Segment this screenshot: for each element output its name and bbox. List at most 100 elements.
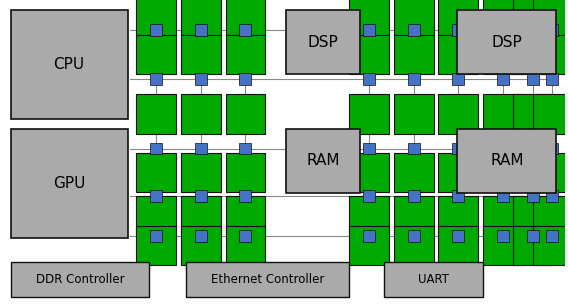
Bar	[527, 143, 538, 154]
Bar	[483, 226, 523, 266]
Bar	[181, 226, 220, 266]
Text: DSP: DSP	[491, 35, 522, 50]
Bar	[483, 35, 523, 74]
Bar	[394, 0, 433, 35]
Bar	[240, 230, 251, 242]
Bar	[240, 24, 251, 36]
Bar	[181, 153, 220, 192]
Bar	[384, 262, 483, 297]
Bar	[11, 129, 128, 238]
Bar	[546, 230, 558, 242]
Bar	[513, 196, 552, 236]
Bar	[394, 196, 433, 236]
Bar	[394, 153, 433, 192]
Bar	[151, 230, 162, 242]
Bar	[195, 230, 207, 242]
Bar	[195, 73, 207, 85]
Bar	[513, 35, 552, 74]
Bar	[408, 230, 420, 242]
Bar	[394, 226, 433, 266]
Bar	[151, 190, 162, 202]
Bar	[483, 153, 523, 192]
Bar	[225, 0, 265, 35]
Bar	[438, 0, 478, 35]
Bar	[349, 226, 389, 266]
Text: DDR Controller: DDR Controller	[36, 273, 124, 286]
Bar	[181, 94, 220, 134]
Bar	[181, 0, 220, 35]
Bar	[527, 73, 538, 85]
Bar	[181, 196, 220, 236]
Bar	[240, 73, 251, 85]
Bar	[240, 190, 251, 202]
Bar	[438, 94, 478, 134]
Bar	[151, 143, 162, 154]
Bar	[136, 94, 176, 134]
Bar	[363, 24, 375, 36]
Bar	[546, 143, 558, 154]
Bar	[438, 153, 478, 192]
Bar	[497, 230, 509, 242]
Bar	[11, 262, 149, 297]
Bar	[408, 73, 420, 85]
Bar	[363, 143, 375, 154]
Bar	[186, 262, 349, 297]
Bar	[497, 190, 509, 202]
Bar	[497, 143, 509, 154]
Bar	[286, 129, 360, 193]
Bar	[438, 196, 478, 236]
Bar	[533, 35, 568, 74]
Bar	[225, 196, 265, 236]
Bar	[286, 10, 360, 74]
Bar	[533, 153, 568, 192]
Bar	[513, 226, 552, 266]
Bar	[349, 153, 389, 192]
Bar	[195, 24, 207, 36]
Bar	[457, 129, 556, 193]
Bar	[533, 0, 568, 35]
Bar	[240, 143, 251, 154]
Bar	[363, 190, 375, 202]
Bar	[527, 190, 538, 202]
Bar	[136, 0, 176, 35]
Bar	[363, 73, 375, 85]
Bar	[225, 35, 265, 74]
Bar	[452, 24, 464, 36]
Bar	[11, 10, 128, 119]
Bar	[533, 196, 568, 236]
Bar	[533, 94, 568, 134]
Bar	[394, 94, 433, 134]
Bar	[438, 226, 478, 266]
Text: RAM: RAM	[306, 154, 340, 169]
Bar	[483, 0, 523, 35]
Bar	[497, 24, 509, 36]
Bar	[136, 196, 176, 236]
Bar	[349, 0, 389, 35]
Bar	[136, 153, 176, 192]
Bar	[513, 0, 552, 35]
Bar	[394, 35, 433, 74]
Bar	[452, 190, 464, 202]
Bar	[546, 24, 558, 36]
Bar	[349, 94, 389, 134]
Bar	[452, 230, 464, 242]
Bar	[546, 190, 558, 202]
Text: DSP: DSP	[308, 35, 339, 50]
Bar	[408, 143, 420, 154]
Bar	[533, 226, 568, 266]
Bar	[195, 190, 207, 202]
Bar	[151, 73, 162, 85]
Bar	[457, 10, 556, 74]
Bar	[483, 196, 523, 236]
Bar	[527, 24, 538, 36]
Bar	[181, 35, 220, 74]
Bar	[195, 143, 207, 154]
Bar	[136, 226, 176, 266]
Bar	[225, 153, 265, 192]
Bar	[452, 73, 464, 85]
Bar	[225, 94, 265, 134]
Bar	[513, 153, 552, 192]
Bar	[136, 35, 176, 74]
Bar	[452, 143, 464, 154]
Bar	[349, 196, 389, 236]
